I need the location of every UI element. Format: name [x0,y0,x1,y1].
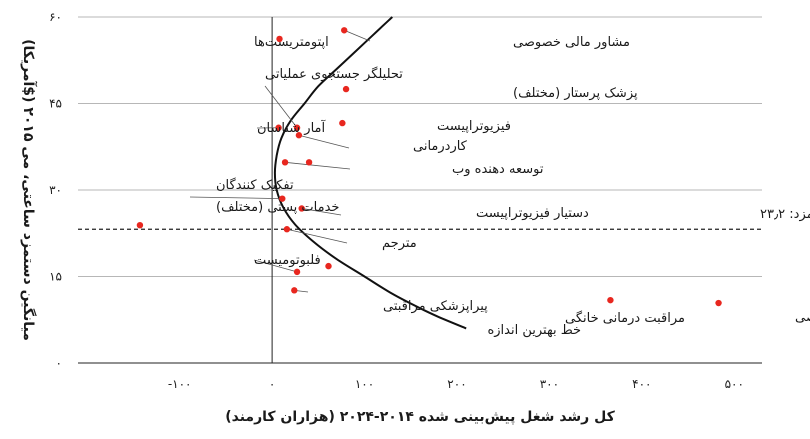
y-tick-label: ۶۰ [49,10,62,24]
x-tick-label: ۰ [269,377,275,391]
data-point [283,226,291,233]
leader-line [344,29,371,42]
data-point [339,119,346,127]
point-label: پیراپزشکی مراقبتی [383,299,488,314]
leader-line [189,196,283,200]
x-tick-label: ۲۰۰ [447,377,466,391]
point-label: تحلیلگر جستجوی عملیاتی [265,66,403,82]
x-tick-label: ۵۰۰ [725,377,744,391]
point-label: دستیاران مراقبت شخصی [795,310,810,325]
leader-line [285,161,351,170]
point-label: کاردرمانی [413,139,468,154]
point-label: مراقبت درمانی خانگی [565,310,685,326]
point-label: فیزیوتراپیست [437,119,511,134]
data-point [341,27,348,34]
point-label: اپتومتریست‌ها [254,35,329,50]
data-point [293,124,301,131]
y-tick-labels: ۰ ۱۵ ۳۰ ۴۵ ۶۰ [49,10,62,370]
leader-line [298,134,350,149]
data-point [276,35,283,43]
data-point [607,296,614,304]
data-point [291,287,298,294]
y-tick-label: ۰ [56,356,62,370]
y-axis-title: میانگین دستمزد ساعتی، می ۲۰۱۵ ($آمریکا) [20,39,38,341]
data-point [342,85,350,93]
x-tick-label: -۱۰۰ [168,377,192,391]
y-tick-label: ۳۰ [49,183,62,197]
point-label: مشاور مالی خصوصی [513,35,630,50]
x-tick-label: ۱۰۰ [355,377,374,391]
data-point [136,221,144,229]
leader-line [301,208,342,216]
point-label: آمار شناسان [257,119,327,136]
point-labels: مشاور مالی خصوصی اپتومتریست‌ها پزشک پرستار… [216,35,810,326]
x-tick-label: ۳۰۰ [540,377,559,391]
data-point [715,299,722,307]
point-label: مترجم [382,236,417,251]
grid-lines [78,16,762,277]
data-point [275,124,282,131]
data-point [305,159,313,166]
leader-line [286,228,348,244]
x-axis-title: کل رشد شغل پیش‌بینی شده ۲۰۱۴-۲۰۲۴ (هزارا… [225,409,615,425]
data-point [279,195,286,202]
best-fit-label: خط بهترین اندازه [487,323,581,338]
point-label: دستیار فیزیوتراپیست [476,206,589,221]
average-wage-label: میانگین دستمزد: ۲۳٫۲ [760,206,810,222]
leader-line [253,259,298,273]
point-label: توسعه دهنده وب [452,162,544,177]
data-point [298,205,305,212]
data-point [325,262,332,270]
point-label: فلبوتومیست [254,253,321,268]
data-point [293,268,301,276]
point-label: تفکیک کنندگان [216,177,294,193]
data-point [295,132,303,139]
data-point [281,159,289,166]
y-tick-label: ۱۵ [49,270,62,284]
x-tick-labels: -۱۰۰ ۰ ۱۰۰ ۲۰۰ ۳۰۰ ۴۰۰ ۵۰۰ [168,377,744,391]
data-points [136,27,722,307]
point-label: پزشک پرستار (مختلف) [513,86,638,101]
x-tick-label: ۴۰۰ [632,377,651,391]
leader-line [264,85,298,128]
point-label: خدمات پستی (مختلف) [216,200,339,215]
best-fit-curve [273,16,467,330]
y-tick-label: ۴۵ [49,97,62,111]
